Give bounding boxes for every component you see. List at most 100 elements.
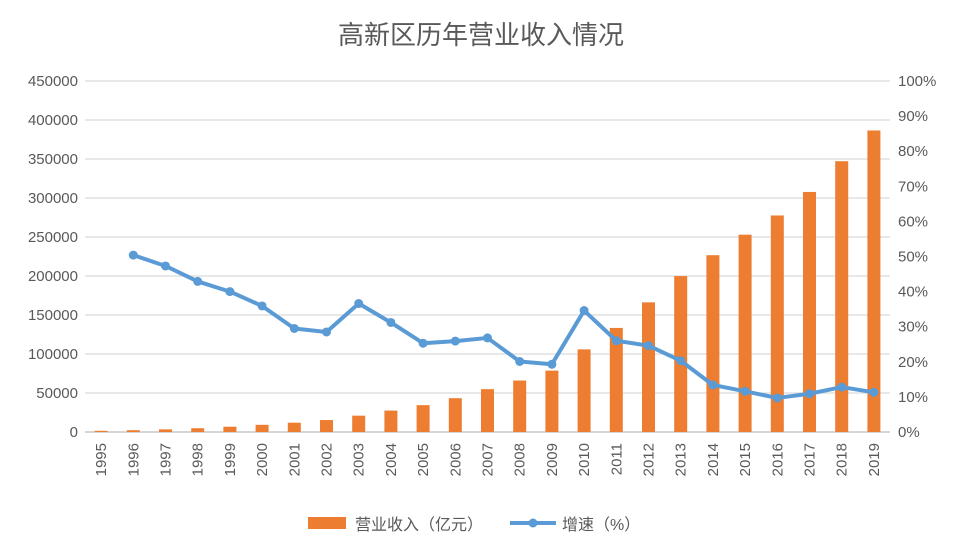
x-axis-tick-group: 2010 [576,443,593,476]
x-axis-tick: 2004 [383,443,400,476]
bar-2013 [674,276,688,432]
bar-2019 [867,130,881,432]
right-axis-tick: 90% [898,108,928,125]
right-axis-tick: 40% [898,284,928,301]
marker-2013 [676,356,686,366]
left-axis-tick: 100000 [28,346,78,363]
marker-2016 [772,393,782,403]
x-axis-tick: 2018 [834,443,851,476]
x-axis-tick-group: 2015 [737,443,754,476]
legend-bar-swatch-icon [308,517,346,529]
bar-1995 [94,430,108,432]
legend-line-label: 增速（%） [562,516,640,534]
bar-1998 [191,428,205,432]
x-axis-tick: 2012 [641,443,658,476]
x-axis-tick-group: 1999 [222,443,239,476]
marker-2017 [805,389,814,399]
x-axis-tick: 1996 [125,443,142,476]
left-axis-tick: 200000 [28,268,78,285]
x-axis-tick-group: 2002 [319,443,336,476]
x-axis-tick-group: 2009 [544,443,561,476]
right-axis-tick: 100% [898,73,936,90]
x-axis-tick-group: 1995 [93,443,110,476]
line-series-growth [128,250,879,403]
left-axis-tick: 150000 [28,307,78,324]
x-axis-tick-group: 2012 [641,443,658,476]
bar-2008 [513,380,527,432]
bar-2000 [255,424,269,432]
right-axis-tick: 50% [898,249,928,266]
x-axis-tick: 2005 [415,443,432,476]
axis-tick-labels: 0 50000 100000 150000 200000 250000 300000 3500… [28,73,936,476]
left-axis-tick: 250000 [28,229,78,246]
bar-2006 [448,398,462,432]
x-axis-tick: 2000 [254,443,271,476]
marker-2004 [386,317,396,327]
marker-2001 [289,323,299,333]
chart-title: 高新区历年营业收入情况 [338,21,624,50]
left-axis-tick: 0 [70,424,78,441]
legend: 营业收入（亿元） 增速（%） [308,516,640,534]
bar-1997 [159,429,172,432]
x-axis-tick-group: 2016 [769,443,786,476]
left-axis-tick: 400000 [28,112,78,129]
x-axis-tick-group: 2003 [351,443,368,476]
bar-2016 [770,215,784,432]
x-axis-tick: 1999 [222,443,239,476]
x-axis-tick: 2009 [544,443,561,476]
bar-2018 [835,161,849,433]
x-axis-tick: 2015 [737,443,754,476]
marker-2008 [515,356,525,366]
marker-2000 [257,301,267,311]
bar-2004 [384,410,398,432]
x-axis-tick: 1998 [190,443,207,476]
bar-2010 [577,349,591,432]
x-axis-tick: 2006 [447,443,464,476]
marker-2011 [611,336,621,346]
marker-2003 [354,299,364,309]
x-axis-tick-group: 2008 [512,443,529,476]
bar-2014 [706,255,720,432]
marker-2019 [869,387,879,397]
x-axis-tick-group: 2000 [254,443,271,476]
marker-1996 [128,250,138,260]
marker-2010 [579,306,589,316]
marker-2018 [837,382,847,392]
x-axis-tick-group: 2005 [415,443,432,476]
x-axis-tick-group: 2013 [673,443,690,476]
bar-2017 [803,191,816,432]
left-axis-tick: 350000 [28,151,78,168]
x-axis-tick: 2013 [673,443,690,476]
right-axis-tick: 0% [898,424,920,441]
bar-1999 [223,426,237,432]
x-axis-tick-group: 2004 [383,443,400,476]
marker-2006 [450,336,460,346]
x-axis-tick-group: 2001 [286,443,303,476]
bar-2009 [545,370,559,432]
left-axis-tick: 50000 [36,385,78,402]
growth-line [131,253,876,400]
bar-2002 [320,420,333,432]
marker-1999 [225,287,235,297]
right-axis-tick: 60% [898,213,928,230]
x-axis-tick: 2019 [866,443,883,476]
x-axis-tick-group: 1996 [125,443,142,476]
x-axis-tick-group: 2007 [480,443,497,476]
x-axis-tick: 2008 [512,443,529,476]
marker-1998 [193,276,203,286]
x-axis-tick: 2010 [576,443,593,476]
marker-2007 [483,333,492,343]
x-axis-tick-group: 2011 [608,443,625,475]
bar-series-revenue [94,130,881,433]
x-axis-tick: 1995 [93,443,110,476]
x-axis-tick-group: 2018 [834,443,851,476]
x-axis-tick-group: 2019 [866,443,883,476]
x-axis-tick: 2016 [769,443,786,476]
bar-2001 [287,422,301,432]
x-axis-tick: 2001 [286,443,303,476]
x-axis-tick-group: 2017 [802,443,819,476]
left-axis-tick: 450000 [28,73,78,90]
bar-2005 [416,405,430,432]
marker-2002 [322,327,331,337]
x-axis-tick: 2017 [802,443,819,476]
